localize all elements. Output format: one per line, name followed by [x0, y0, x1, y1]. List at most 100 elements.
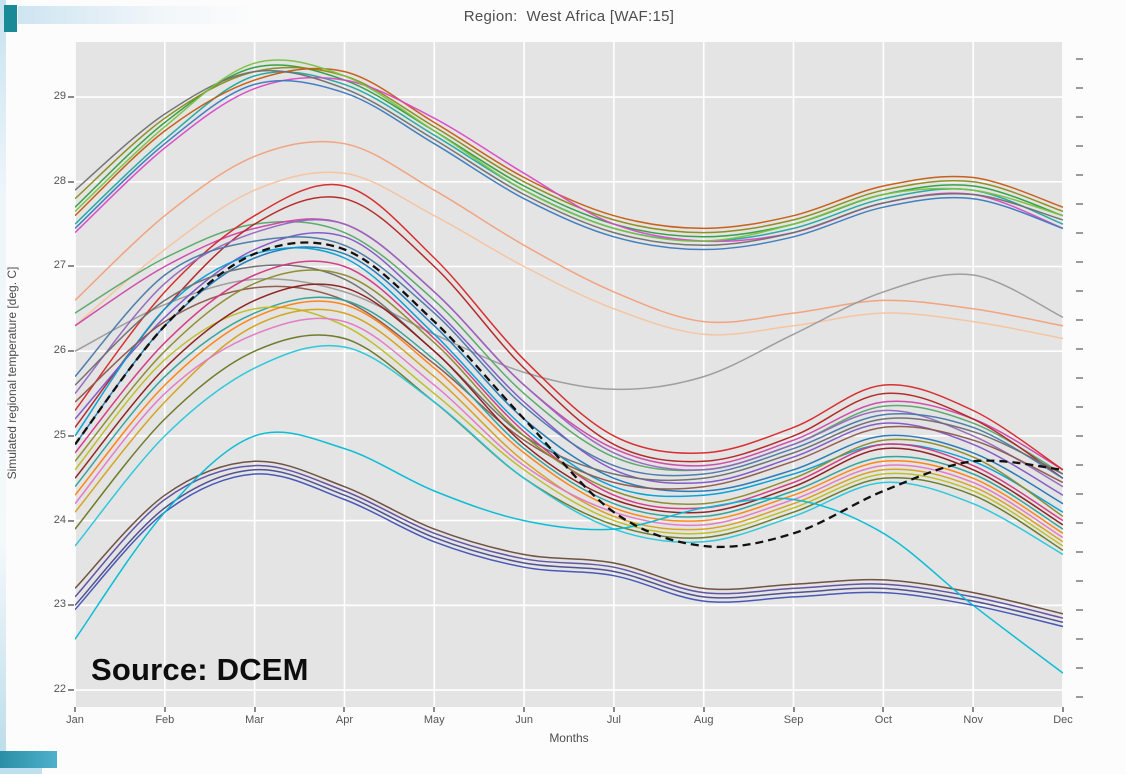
right-minor-tick [1076, 667, 1083, 669]
ensemble-member-line [75, 59, 1063, 242]
x-tick-mark [792, 707, 795, 712]
slide-bottomleft-accent-light [0, 768, 42, 774]
y-tick-mark [68, 604, 74, 607]
ensemble-member-line [75, 317, 1063, 539]
right-minor-tick [1076, 348, 1083, 350]
ensemble-member-line [75, 264, 1063, 482]
x-tick-label: Apr [335, 714, 354, 726]
x-tick-label: May [423, 714, 445, 726]
x-tick-mark [1062, 707, 1064, 712]
x-tick-mark [253, 707, 256, 712]
ensemble-member-line [75, 140, 1063, 327]
ensemble-member-line [75, 246, 1063, 513]
spaghetti-line-chart [75, 42, 1063, 707]
plot-area: Source: DCEM [75, 42, 1063, 707]
right-minor-tick [1076, 116, 1083, 118]
ensemble-member-line [75, 246, 1063, 505]
x-tick-label: Mar [245, 714, 265, 726]
ensemble-member-line [75, 64, 1063, 238]
y-tick-mark [68, 434, 74, 437]
y-tick-label: 26 [53, 344, 66, 357]
y-tick-mark [68, 519, 74, 522]
slide-top-streak [18, 6, 258, 24]
ensemble-member-line [75, 260, 1063, 522]
y-tick-label: 24 [53, 513, 66, 526]
x-tick-mark [972, 707, 975, 712]
ensemble-member-line [75, 306, 1063, 547]
ensemble-mean-line [75, 241, 1063, 549]
ensemble-member-line [75, 334, 1063, 551]
ensemble-member-line [75, 308, 1063, 543]
ensemble-member-line [75, 69, 1063, 247]
y-tick-mark [68, 350, 74, 353]
y-tick-mark [68, 689, 74, 692]
right-minor-tick [1076, 145, 1083, 147]
x-tick-label: Jul [606, 714, 621, 726]
y-axis-label: Simulated regional temperature [deg. C] [5, 266, 19, 480]
ensemble-member-line [75, 283, 1063, 526]
slide-bottomleft-accent [0, 751, 57, 768]
y-tick-mark [68, 96, 74, 99]
ensemble-member-line [75, 273, 1063, 391]
x-tick-label: Feb [155, 714, 175, 726]
y-tick-label: 25 [53, 428, 66, 441]
right-minor-tick [1076, 609, 1083, 611]
x-tick-label: Jan [66, 714, 84, 726]
ensemble-member-line [75, 269, 1063, 518]
ensemble-member-line [75, 344, 1063, 556]
x-tick-mark [163, 707, 166, 712]
right-minor-tick [1076, 551, 1083, 553]
ensemble-member-line [75, 79, 1063, 251]
ensemble-member-line [75, 171, 1063, 340]
x-tick-mark [343, 707, 346, 712]
x-tick-label: Sep [783, 714, 804, 726]
ensemble-member-line [75, 220, 1063, 475]
x-tick-label: Jun [515, 714, 533, 726]
y-tick-label: 28 [53, 174, 66, 187]
x-tick-label: Dec [1053, 714, 1073, 726]
x-tick-mark [74, 707, 76, 712]
slide-left-edge-accent [0, 0, 6, 774]
ensemble-member-line [75, 300, 1063, 534]
right-minor-tick [1076, 290, 1083, 292]
chart-title: Region: West Africa [WAF:15] [463, 8, 675, 25]
right-minor-tick [1076, 696, 1083, 698]
right-minor-tick [1076, 406, 1083, 408]
right-minor-tick [1076, 87, 1083, 89]
y-tick-label: 27 [53, 259, 66, 272]
ensemble-member-line [75, 464, 1063, 619]
x-tick-label: Aug [693, 714, 714, 726]
right-minor-tick [1076, 638, 1083, 640]
ensemble-member-line [75, 218, 1063, 488]
x-axis-label: Months [549, 731, 589, 745]
slide-topleft-accent [4, 5, 17, 32]
x-tick-label: Nov [963, 714, 983, 726]
right-minor-tick [1076, 464, 1083, 466]
ensemble-member-line [75, 468, 1063, 624]
right-minor-tick [1076, 319, 1083, 321]
ensemble-member-line [75, 67, 1063, 230]
ensemble-member-line [75, 431, 1063, 674]
y-tick-label: 29 [53, 90, 66, 103]
ensemble-member-line [75, 296, 1063, 530]
x-tick-mark [882, 707, 885, 712]
ensemble-member-line [75, 66, 1063, 234]
y-tick-label: 23 [53, 598, 66, 611]
x-tick-mark [702, 707, 705, 712]
right-minor-tick [1076, 203, 1083, 205]
x-tick-mark [612, 707, 615, 712]
y-tick-mark [68, 180, 74, 183]
ensemble-member-line [75, 460, 1063, 615]
source-annotation: Source: DCEM [91, 652, 309, 687]
ensemble-member-line [75, 183, 1063, 471]
right-minor-tick [1076, 435, 1083, 437]
right-minor-tick [1076, 261, 1083, 263]
x-tick-label: Oct [874, 714, 892, 726]
x-tick-mark [433, 707, 436, 712]
x-tick-mark [523, 707, 526, 712]
right-minor-tick [1076, 58, 1083, 60]
ensemble-member-line [75, 218, 1063, 471]
right-minor-tick [1076, 174, 1083, 176]
right-minor-tick [1076, 377, 1083, 379]
